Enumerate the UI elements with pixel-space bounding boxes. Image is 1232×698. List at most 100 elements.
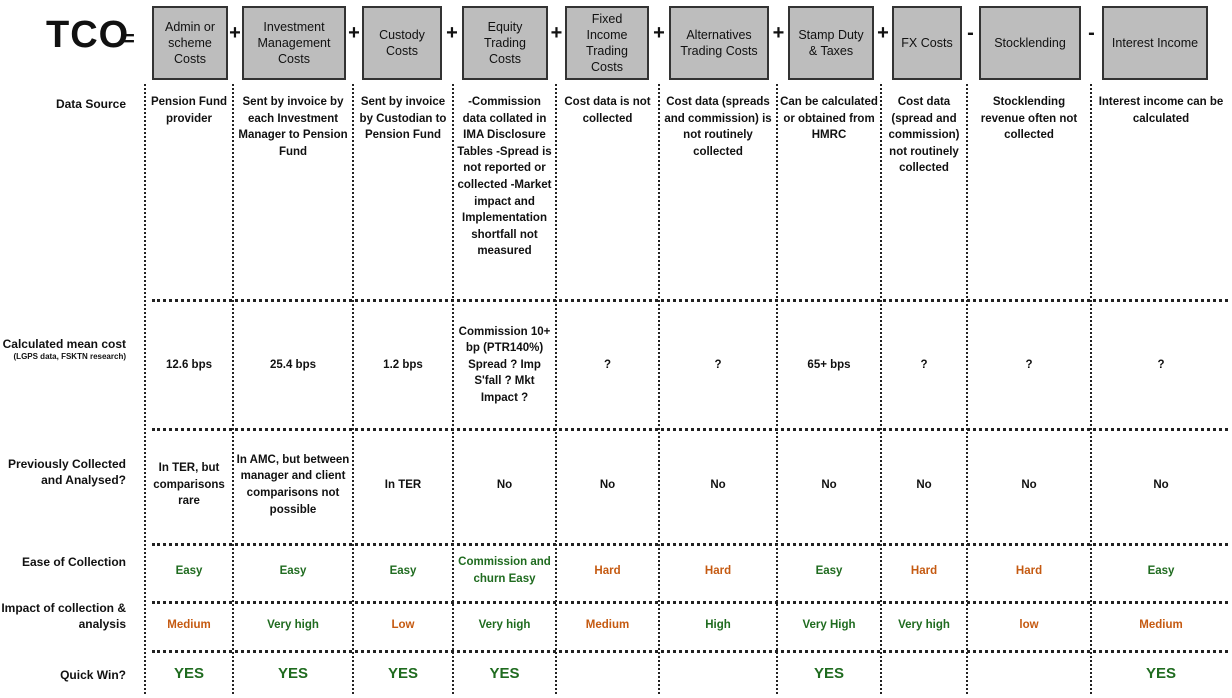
cell-impact-7: Very high [882,604,966,646]
cell-ease-7: Hard [882,546,966,596]
plus-operator: + [229,22,241,44]
row-divider [152,543,1228,546]
cell-text: Hard [704,564,732,577]
cell-text: Hard [1015,564,1043,577]
cell-quick-win-1: YES [234,654,352,694]
cell-ease-2: Easy [354,546,452,596]
column-divider [232,84,234,694]
cell-text: -Commission data collated in IMA Disclos… [457,96,552,258]
cell-data-source-2: Sent by invoice by Custodian to Pension … [354,94,452,294]
row-divider [152,601,1228,604]
cell-previously-0: In TER, but comparisons rare [146,432,232,538]
column-divider [452,84,454,694]
cell-data-source-1: Sent by invoice by each Investment Manag… [234,94,352,294]
cell-text: 1.2 bps [383,358,423,371]
column-divider [658,84,660,694]
column-divider [555,84,557,694]
cell-data-source-6: Can be calculated or obtained from HMRC [778,94,880,294]
cell-text: Commission 10+ bp (PTR140%) Spread ? Imp… [458,325,551,404]
minus-operator: - [967,22,974,44]
cell-impact-1: Very high [234,604,352,646]
cell-text: No [710,478,726,491]
cell-quick-win-2: YES [354,654,452,694]
column-divider [776,84,778,694]
cell-data-source-3: -Commission data collated in IMA Disclos… [454,94,555,294]
cell-ease-4: Hard [557,546,658,596]
cell-text: ? [1025,358,1033,371]
cell-text: Cost data is not collected [564,96,651,125]
cell-text: 65+ bps [807,358,851,371]
cell-text: Very High [802,618,856,631]
header-box-4: Fixed Income Trading Costs [565,6,649,80]
cell-text: ? [714,358,722,371]
cell-impact-8: low [968,604,1090,646]
row-divider [152,299,1228,302]
column-divider [144,84,146,694]
cell-text: Medium [167,618,211,631]
tco-title: TCO [46,14,130,56]
minus-operator: - [1088,22,1095,44]
cell-previously-1: In AMC, but between manager and client c… [234,432,352,538]
cell-ease-0: Easy [146,546,232,596]
cell-text: ? [920,358,928,371]
cell-quick-win-3: YES [454,654,555,694]
row-label-mean-cost-text: Calculated mean cost [2,337,126,351]
cell-text: No [1153,478,1169,491]
cell-impact-5: High [660,604,776,646]
cell-text: Pension Fund provider [150,96,228,125]
cell-ease-3: Commission and churn Easy [454,546,555,596]
cell-previously-4: No [557,432,658,538]
cell-text: YES [173,664,204,682]
cell-mean-cost-6: 65+ bps [778,306,880,424]
cell-mean-cost-0: 12.6 bps [146,306,232,424]
cell-data-source-5: Cost data (spreads and commission) is no… [660,94,776,294]
cell-ease-9: Easy [1092,546,1230,596]
header-box-8: Stocklending [979,6,1081,80]
cell-text: Easy [389,564,417,577]
row-label-impact: Impact of collection & analysis [1,601,126,631]
row-label-previously: Previously Collected and Analysed? [7,457,126,487]
cell-text: No [599,478,616,491]
cell-text: Hard [910,564,938,577]
plus-operator: + [653,22,665,44]
cell-text: Interest income can be calculated [1098,96,1224,125]
cell-text: Medium [1139,618,1183,631]
cell-quick-win-7 [882,654,966,694]
cell-impact-2: Low [354,604,452,646]
header-box-1: Investment Management Costs [242,6,346,80]
cell-text: Hard [594,564,621,577]
cell-text: Cost data (spread and commission) not ro… [888,96,960,175]
cell-impact-6: Very High [778,604,880,646]
header-box-0: Admin or scheme Costs [152,6,228,80]
row-label-mean-cost-note: (LGPS data, FSKTN research) [13,352,126,361]
cell-text: Can be calculated or obtained from HMRC [780,96,878,142]
cell-ease-6: Easy [778,546,880,596]
cell-ease-8: Hard [968,546,1090,596]
cell-mean-cost-9: ? [1092,306,1230,424]
cell-previously-3: No [454,432,555,538]
column-divider [880,84,882,694]
cell-data-source-8: Stocklending revenue often not collected [968,94,1090,294]
cell-text: YES [1145,664,1176,682]
cell-quick-win-8 [968,654,1090,694]
cell-quick-win-6: YES [778,654,880,694]
header-box-3: Equity Trading Costs [462,6,548,80]
cell-mean-cost-7: ? [882,306,966,424]
cell-text: Very high [267,618,319,631]
plus-operator: + [877,22,889,44]
cell-previously-8: No [968,432,1090,538]
cell-text: ? [603,358,612,371]
cell-previously-7: No [882,432,966,538]
cell-text: High [705,618,731,631]
cell-text: Easy [1147,564,1175,577]
cell-data-source-4: Cost data is not collected [557,94,658,294]
cell-text: Easy [175,564,203,577]
cell-text: No [821,478,837,491]
row-label-mean-cost: Calculated mean cost (LGPS data, FSKTN r… [0,336,126,362]
cell-previously-9: No [1092,432,1230,538]
cell-text: Easy [279,564,307,577]
cell-text: Medium [585,618,630,631]
plus-operator: + [348,22,360,44]
header-box-9: Interest Income [1102,6,1208,80]
cell-text: Low [391,618,415,631]
